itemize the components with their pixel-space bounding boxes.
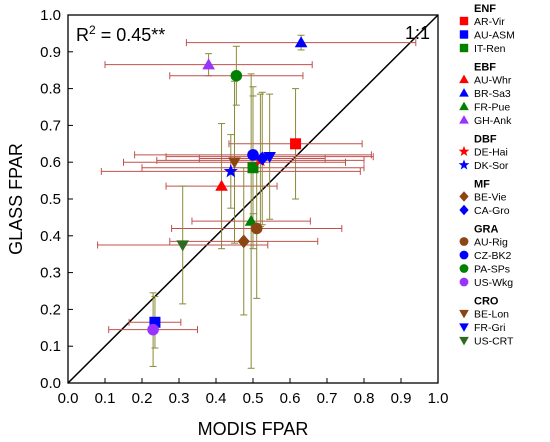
x-axis-label: MODIS FPAR	[198, 419, 309, 439]
legend-group-title: EBF	[474, 62, 496, 74]
data-point-fr-gri	[263, 152, 276, 164]
legend-entry: BR-Sa3	[474, 88, 511, 100]
legend-entry: AR-Vir	[474, 16, 505, 28]
legend-marker	[459, 16, 469, 26]
legend-entry: BE-Lon	[474, 309, 509, 321]
legend-marker	[459, 88, 469, 97]
y-tick-label: 0.7	[40, 117, 61, 134]
legend-marker	[459, 237, 469, 246]
y-tick-label: 0.5	[40, 191, 61, 208]
x-tick-label: 0.7	[317, 390, 338, 407]
legend-entry: US-Wkg	[474, 277, 513, 289]
y-tick-label: 0.9	[40, 44, 61, 61]
legend-marker	[459, 250, 469, 260]
data-point-ar-vir	[290, 138, 302, 150]
legend-marker	[459, 309, 469, 319]
legend-entry: PA-SPs	[474, 264, 510, 276]
y-tick-label: 1.0	[40, 7, 61, 24]
legend-marker	[459, 115, 469, 124]
x-tick-label: 0.1	[95, 390, 116, 407]
y-tick-label: 0.2	[40, 301, 61, 318]
legend-entry: AU-ASM	[474, 30, 515, 42]
data-point-pa-sps	[230, 69, 243, 82]
x-tick-label: 0.5	[243, 390, 264, 407]
legend-group-title: MF	[474, 179, 490, 191]
one-to-one-label: 1:1	[405, 23, 430, 43]
legend-entry: GH-Ank	[474, 115, 512, 127]
legend-marker	[459, 336, 469, 346]
data-point-cz-bk2	[247, 149, 259, 161]
y-tick-label: 0.6	[40, 154, 61, 171]
x-tick-label: 1.0	[428, 390, 449, 407]
legend-entry: CA-Gro	[474, 205, 510, 217]
data-point-dk-sor	[223, 163, 238, 178]
x-tick-label: 0.4	[206, 390, 227, 407]
r-squared-annotation: R2 = 0.45**	[76, 23, 165, 45]
legend-marker	[459, 101, 469, 111]
x-tick-label: 0.2	[132, 390, 153, 407]
y-tick-label: 0.4	[40, 228, 61, 245]
y-tick-label: 0.3	[40, 265, 61, 282]
x-tick-label: 0.8	[354, 390, 375, 407]
data-point-br-sa3	[294, 36, 308, 48]
legend-entry: DE-Hai	[474, 147, 508, 159]
legend-entry: AU-Rig	[474, 237, 508, 249]
legend-entry: AU-Whr	[474, 75, 512, 87]
legend-entry: DK-Sor	[474, 160, 509, 172]
y-axis-label: GLASS FPAR	[6, 143, 26, 255]
legend-entry: FR-Gri	[474, 322, 506, 334]
legend-group-title: DBF	[474, 134, 497, 146]
y-tick-label: 0.1	[40, 338, 61, 355]
x-tick-label: 0.6	[280, 390, 301, 407]
data-point-au-whr	[215, 179, 228, 191]
legend-marker	[459, 74, 469, 84]
legend-group-title: ENF	[474, 3, 496, 15]
data-point-it-ren	[247, 162, 259, 174]
y-tick-label: 0.8	[40, 81, 61, 98]
legend-marker	[459, 264, 469, 273]
legend-group-title: CRO	[474, 296, 499, 308]
legend-marker	[459, 191, 469, 202]
data-point-fr-pue	[244, 214, 258, 226]
legend-entry: BE-Vie	[474, 192, 507, 204]
data-point-au-rig	[250, 222, 263, 235]
y-tick-label: 0.0	[40, 375, 61, 392]
data-point-us-wkg	[147, 323, 159, 336]
legend-marker	[458, 159, 470, 170]
x-tick-label: 0.0	[58, 390, 79, 407]
legend-marker	[458, 145, 470, 157]
legend-marker	[459, 30, 469, 39]
plot-area: 0.0 0.1 0.2 0.3 0.4 0.5 0.6 0.7 0.8 0.9 1.0 0.0 0.1 0…	[6, 7, 448, 439]
data-point-be-vie	[237, 234, 250, 249]
legend-marker	[459, 204, 469, 216]
legend-group-title: GRA	[474, 224, 499, 236]
legend-marker	[459, 277, 469, 287]
data-point-gh-ank	[202, 58, 215, 70]
x-tick-label: 0.9	[391, 390, 412, 407]
x-tick-label: 0.3	[169, 390, 190, 407]
data-point-us-crt	[176, 240, 190, 252]
legend-entry: FR-Pue	[474, 102, 510, 114]
legend-entry: US-CRT	[474, 336, 514, 348]
data-point-be-lon	[228, 157, 241, 169]
legend-marker	[459, 323, 469, 332]
legend-entry: IT-Ren	[474, 43, 506, 55]
legend-marker	[459, 43, 469, 53]
legend-entry: CZ-BK2	[474, 250, 512, 262]
